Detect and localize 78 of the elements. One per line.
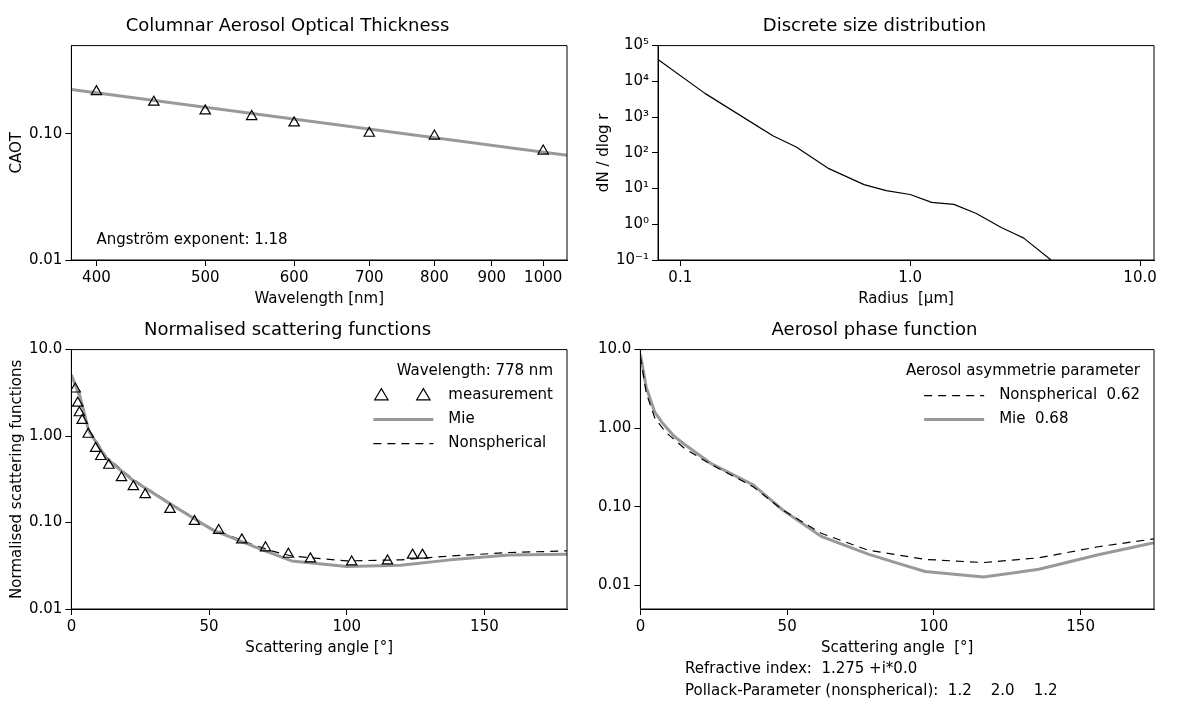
y-tick-label: 10³ xyxy=(623,106,650,125)
point xyxy=(212,523,225,535)
chart-title: Aerosol phase function xyxy=(771,318,978,340)
point xyxy=(236,533,248,544)
x-tick-label: 600 xyxy=(279,267,309,286)
point xyxy=(127,480,140,491)
y-axis-title: dN / dlog r xyxy=(593,112,612,193)
chart-title: Columnar Aerosol Optical Thickness xyxy=(125,14,450,36)
y-tick-label: 10.0 xyxy=(28,339,63,358)
y-tick-label: 10.0 xyxy=(597,339,632,358)
point xyxy=(89,441,102,452)
x-tick-label: 500 xyxy=(190,267,220,286)
x-tick-label: 100 xyxy=(332,616,362,635)
x-tick-label: 150 xyxy=(1066,616,1095,635)
y-axis-title: CAOT xyxy=(6,131,25,174)
y-tick-label: 0.10 xyxy=(28,512,63,531)
y-tick-label: 0.01 xyxy=(597,575,632,594)
annotation: Angström exponent: 1.18 xyxy=(96,230,288,249)
legend-title: Aerosol asymmetrie parameter xyxy=(906,361,1141,380)
point xyxy=(73,406,86,417)
point xyxy=(406,548,419,559)
x-tick-label: 50 xyxy=(777,616,797,635)
y-tick-label: 0.01 xyxy=(28,249,63,268)
chart-title: Discrete size distribution xyxy=(762,14,987,36)
legend-title: Wavelength: 778 nm xyxy=(396,361,553,380)
point xyxy=(139,488,151,499)
chart-title: Normalised scattering functions xyxy=(143,318,432,340)
x-axis-title: Wavelength [nm] xyxy=(254,288,384,307)
x-tick-label: 0 xyxy=(66,616,77,635)
x-tick-label: 700 xyxy=(354,267,384,286)
text: Pollack-Parameter (nonspherical): 1.2 2.0 1.2 xyxy=(685,680,1059,701)
x-tick-label: 50 xyxy=(199,616,219,635)
y-tick-label: 0.01 xyxy=(28,598,63,617)
y-tick-label: 10⁴ xyxy=(623,71,650,90)
y-tick-label: 10⁻¹ xyxy=(615,249,650,268)
x-axis-title: Scattering angle [°] xyxy=(245,637,394,656)
x-tick-label: 400 xyxy=(82,267,111,286)
x-tick-label: 150 xyxy=(470,616,499,635)
y-tick-label: 0.10 xyxy=(28,123,63,142)
x-axis-title: Scattering angle [°] xyxy=(820,637,974,656)
legend-label: Nonspherical xyxy=(448,433,547,452)
text: Refractive index: 1.275 +i*0.0 xyxy=(685,658,919,679)
legend-label: Nonspherical 0.62 xyxy=(999,385,1141,404)
point xyxy=(95,449,107,461)
x-tick-label: 0.1 xyxy=(668,267,693,286)
y-tick-label: 10⁰ xyxy=(623,214,650,233)
point xyxy=(304,552,317,563)
x-tick-label: 100 xyxy=(919,616,949,635)
point xyxy=(71,382,82,393)
point xyxy=(115,471,128,482)
x-tick-label: 1000 xyxy=(524,267,563,286)
point xyxy=(71,396,84,407)
y-tick-label: 10¹ xyxy=(623,178,650,197)
x-tick-label: 10.0 xyxy=(1123,267,1157,286)
point xyxy=(259,541,272,552)
y-tick-label: 1.00 xyxy=(28,425,63,444)
point xyxy=(282,547,295,558)
x-tick-label: 900 xyxy=(477,267,507,286)
legend-label: Mie 0.68 xyxy=(999,409,1069,428)
point xyxy=(103,458,115,469)
y-axis-title: Normalised scattering functions xyxy=(6,359,25,599)
legend-label: measurement xyxy=(448,385,554,404)
y-tick-label: 1.00 xyxy=(597,418,632,437)
x-axis-title: Radius [μm] xyxy=(858,288,954,307)
x-tick-label: 1.0 xyxy=(898,267,923,286)
x-tick-label: 800 xyxy=(420,267,449,286)
point xyxy=(416,548,429,559)
point xyxy=(188,514,201,526)
point xyxy=(345,555,358,566)
x-tick-label: 0 xyxy=(635,616,646,635)
legend-label: Mie xyxy=(448,409,475,428)
y-tick-label: 0.10 xyxy=(597,496,632,515)
y-tick-label: 10² xyxy=(623,142,650,161)
y-tick-label: 10⁵ xyxy=(623,35,650,54)
point xyxy=(164,502,176,513)
point xyxy=(82,427,94,438)
point xyxy=(381,554,394,565)
point xyxy=(76,413,88,424)
